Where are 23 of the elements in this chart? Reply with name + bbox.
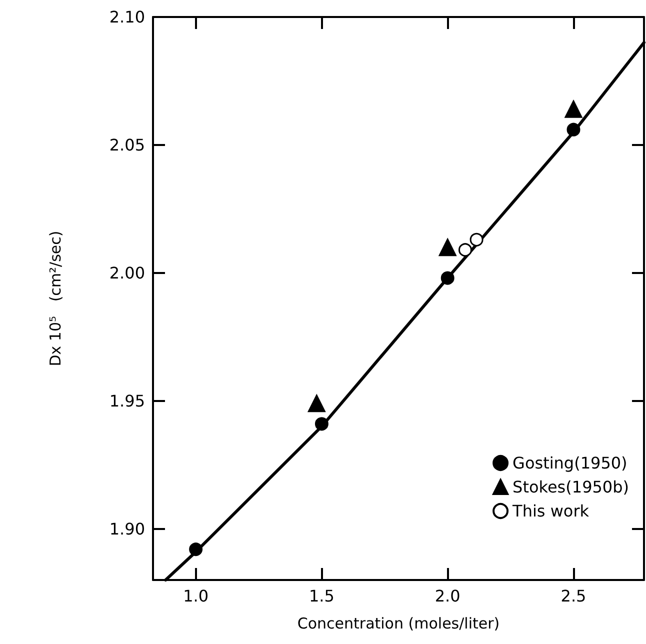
point — [470, 232, 484, 246]
x-tick-label: 2.5 — [560, 586, 586, 606]
y-tick-label: 2.10 — [109, 8, 145, 26]
y-tick-label: 1.90 — [109, 519, 145, 538]
legend-label: This work — [512, 502, 590, 520]
point — [438, 238, 456, 256]
x-axis-title: Concentration (moles/liter) — [297, 614, 500, 632]
point — [564, 100, 582, 118]
y-axis-title: Dx 10⁵ (cm²/sec) — [46, 230, 64, 366]
legend-label: Stokes(1950b) — [512, 478, 629, 496]
point — [566, 122, 580, 136]
point — [458, 243, 472, 257]
x-tick-label: 1.0 — [183, 586, 209, 606]
x-tick-label: 2.0 — [434, 586, 460, 606]
x-tick-label: 1.5 — [308, 586, 334, 606]
y-tick-label: 1.95 — [109, 391, 145, 410]
point — [440, 271, 454, 285]
legend-label: Gosting(1950) — [512, 454, 628, 472]
point — [189, 542, 203, 556]
y-tick-label: 2.00 — [109, 263, 145, 282]
point — [314, 417, 328, 431]
point — [308, 394, 326, 412]
y-tick-label: 2.05 — [109, 135, 145, 154]
